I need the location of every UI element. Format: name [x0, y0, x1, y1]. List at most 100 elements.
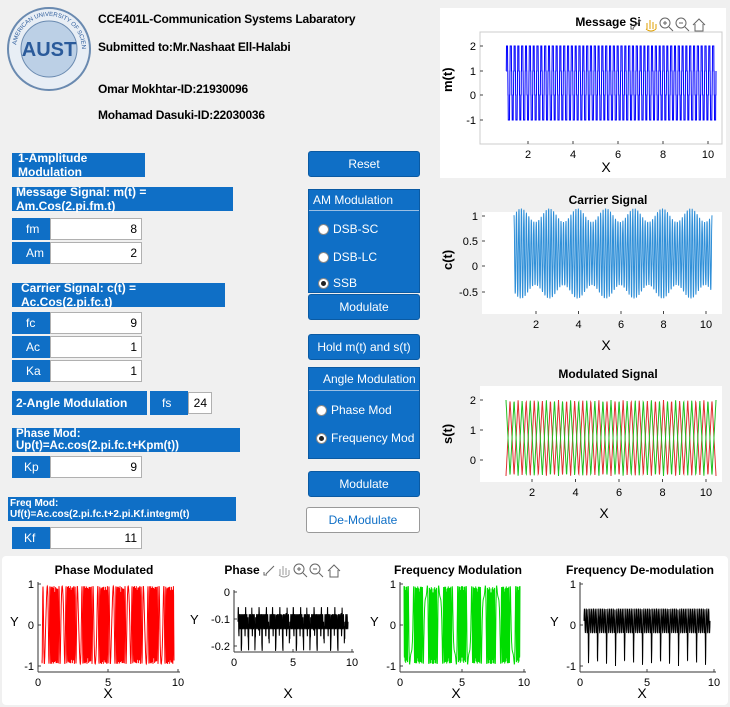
- brush-icon[interactable]: [263, 565, 275, 576]
- kf-label: Kf: [12, 527, 50, 549]
- fc-input[interactable]: 9: [50, 312, 142, 334]
- modulate-angle-button[interactable]: Modulate: [308, 471, 420, 497]
- radio-dot-selected[interactable]: [316, 432, 327, 444]
- home-icon[interactable]: [327, 564, 341, 578]
- am-section-title: 1-Amplitude Modulation: [12, 151, 145, 179]
- y-ticks: 2 1 0: [470, 395, 483, 467]
- phase-demodulated-line: [237, 607, 349, 651]
- y-ticks: 1 0 -1: [24, 579, 180, 673]
- axes-toolbar[interactable]: [630, 17, 706, 32]
- y-tick-label: 1: [570, 579, 576, 591]
- radio-dsb-sc[interactable]: DSB-SC: [318, 222, 378, 236]
- y-tick-label: -1: [24, 661, 34, 673]
- radio-ssb[interactable]: SSB: [318, 276, 357, 290]
- x-tick-label: 10: [346, 657, 358, 669]
- y-tick-label: 0: [224, 587, 230, 599]
- radio-dot[interactable]: [316, 404, 327, 416]
- y-tick-label: 1: [28, 579, 34, 591]
- y-axis-label: Y: [190, 612, 199, 627]
- axes-toolbar[interactable]: [263, 563, 341, 578]
- phase-demodulated-plot[interactable]: Phase 0 -0.1 -0.2 0 5 10 Y X: [186, 558, 366, 704]
- fs-input[interactable]: 24: [188, 392, 212, 414]
- am-input[interactable]: 2: [50, 242, 142, 264]
- x-ticks: 2 4 6 8 10: [529, 479, 712, 499]
- y-tick-label: 0: [470, 455, 476, 467]
- student-2: Mohamad Dasuki-ID:22030036: [98, 108, 265, 122]
- radio-frequency-mod[interactable]: Frequency Mod: [316, 431, 414, 445]
- y-tick-label: 1: [470, 66, 476, 78]
- kp-input[interactable]: 9: [50, 456, 142, 478]
- demodulate-button[interactable]: De-Modulate: [306, 507, 420, 533]
- radio-label: DSB-LC: [333, 250, 378, 264]
- radio-dot-selected[interactable]: [318, 277, 329, 289]
- brush-icon[interactable]: [630, 19, 642, 30]
- x-tick-label: 8: [660, 319, 666, 331]
- fm-input[interactable]: 8: [50, 218, 142, 240]
- am-modulation-group: AM Modulation: [308, 189, 420, 293]
- radio-dot[interactable]: [318, 251, 329, 263]
- kp-label: Kp: [12, 456, 50, 478]
- kf-input[interactable]: 11: [50, 527, 142, 549]
- carrier-signal-line: [513, 208, 713, 299]
- y-tick-label: -1: [386, 661, 396, 673]
- y-tick-label: 0: [472, 261, 478, 273]
- y-axis-label: Y: [370, 614, 379, 629]
- x-axis-label: X: [601, 159, 611, 175]
- zoom-out-icon[interactable]: [675, 17, 690, 32]
- y-tick-label: -1: [566, 661, 576, 673]
- x-tick-label: 10: [518, 677, 530, 689]
- radio-phase-mod[interactable]: Phase Mod: [316, 403, 392, 417]
- radio-label: SSB: [333, 276, 358, 290]
- x-tick-label: 0: [35, 677, 41, 689]
- pan-icon[interactable]: [645, 20, 657, 32]
- logo-seal: AUST AMERICAN UNIVERSITY OF SCIENCE & TE…: [4, 2, 91, 91]
- x-tick-label: 0: [577, 677, 583, 689]
- hold-button[interactable]: Hold m(t) and s(t): [308, 334, 420, 360]
- y-ticks: 1 0 -1: [566, 579, 716, 673]
- pan-icon[interactable]: [278, 566, 290, 578]
- frequency-modulated-plot[interactable]: Frequency Modulation 10-1 0 5 10 Y X: [366, 558, 546, 704]
- freq-mod-label: Freq Mod: Uf(t)=Ac.cos(2.pi.fc.t+2.pi.Kf…: [8, 497, 236, 521]
- phase-modulated-plot[interactable]: Phase Modulated 10-1 0 5 10 Y X: [4, 558, 184, 704]
- modulated-signal-plot[interactable]: Modulated Signal 210 2 4 6 8 10 s(t) X: [440, 364, 726, 524]
- y-tick-label: 2: [470, 41, 476, 53]
- y-ticks: 0 -0.1 -0.2: [211, 587, 354, 653]
- am-group-title: AM Modulation: [309, 190, 419, 211]
- student-1: Omar Mokhtar-ID:21930096: [98, 82, 248, 96]
- y-tick-label: -0.2: [211, 641, 230, 653]
- reset-button[interactable]: Reset: [308, 151, 420, 177]
- x-axis-label: X: [283, 685, 293, 701]
- plot-title: Modulated Signal: [558, 367, 657, 381]
- lab-title: CCE401L-Communication Systems Labaratory: [98, 12, 356, 26]
- y-axis-label: Y: [550, 614, 559, 629]
- x-tick-label: 2: [529, 487, 535, 499]
- ac-input[interactable]: 1: [50, 336, 142, 358]
- y-tick-label: 0: [470, 90, 476, 102]
- y-tick-label: 1: [470, 425, 476, 437]
- angle-modulation-group: Angle Modulation: [308, 367, 420, 459]
- x-ticks: 0 5 10: [35, 669, 184, 689]
- x-axis-label: X: [451, 685, 461, 701]
- zoom-in-icon[interactable]: [659, 17, 674, 32]
- ka-input[interactable]: 1: [50, 360, 142, 382]
- y-tick-label: 0: [570, 620, 576, 632]
- ac-label: Ac: [12, 336, 50, 358]
- modulate-am-button[interactable]: Modulate: [308, 294, 420, 320]
- y-axis-label: c(t): [440, 250, 455, 270]
- frequency-demodulated-plot[interactable]: Frequency De-modulation 10-1 0 5 10 Y X: [546, 558, 726, 704]
- y-ticks: 1 0.5 0 -0.5: [459, 211, 485, 299]
- frequency-modulated-line: [403, 585, 521, 665]
- radio-dot[interactable]: [318, 223, 329, 235]
- zoom-out-icon[interactable]: [309, 563, 324, 578]
- submitted-to: Submitted to:Mr.Nashaat Ell-Halabi: [98, 40, 291, 54]
- radio-dsb-lc[interactable]: DSB-LC: [318, 250, 377, 264]
- message-signal-plot[interactable]: Message Si 210-1 2 4 6 8 10 m(t) X: [440, 8, 726, 178]
- home-icon[interactable]: [692, 18, 706, 32]
- carrier-signal-plot[interactable]: Carrier Signal 1 0.5 0 -0.5 2 4 6 8 10 c(t) X: [440, 186, 726, 356]
- x-axis-label: X: [599, 505, 609, 521]
- x-tick-label: 5: [105, 677, 111, 689]
- y-tick-label: 1: [390, 579, 396, 591]
- zoom-in-icon[interactable]: [293, 563, 308, 578]
- y-axis-label: m(t): [440, 67, 455, 92]
- y-ticks: 2 1 0 -1: [466, 41, 483, 127]
